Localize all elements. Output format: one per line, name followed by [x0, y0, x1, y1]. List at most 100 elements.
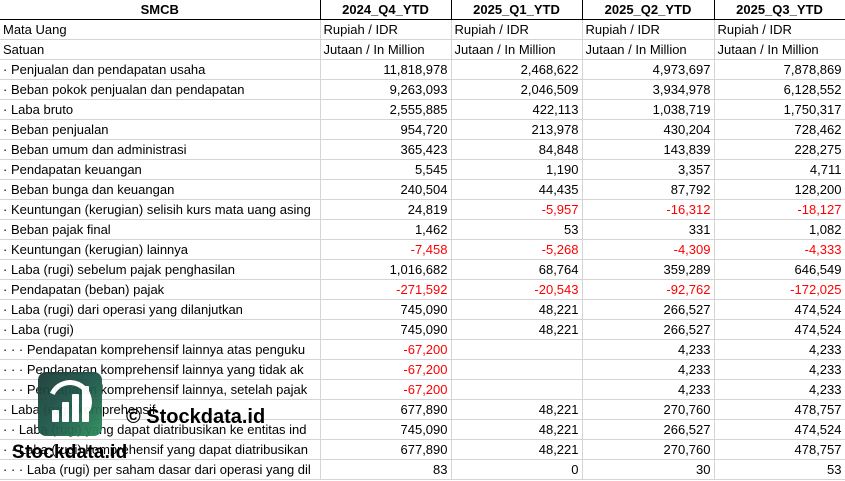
value-cell[interactable]: 53 [451, 219, 583, 240]
value-cell[interactable]: 478,757 [714, 399, 845, 420]
value-cell[interactable]: 2,046,509 [451, 79, 583, 100]
row-label-cell[interactable]: · Laba bruto [0, 99, 321, 120]
header-cell-period[interactable]: 2024_Q4_YTD [320, 0, 452, 20]
value-cell[interactable]: 1,190 [451, 159, 583, 180]
meta-value-cell[interactable]: Rupiah / IDR [320, 19, 452, 40]
value-cell[interactable]: -271,592 [320, 279, 452, 300]
value-cell[interactable]: 48,221 [451, 419, 583, 440]
value-cell[interactable] [451, 359, 583, 380]
value-cell[interactable]: 646,549 [714, 259, 845, 280]
value-cell[interactable]: 474,524 [714, 419, 845, 440]
value-cell[interactable]: 266,527 [582, 419, 715, 440]
row-label-cell[interactable]: · Beban umum dan administrasi [0, 139, 321, 160]
value-cell[interactable]: 331 [582, 219, 715, 240]
value-cell[interactable]: 745,090 [320, 419, 452, 440]
row-label-cell[interactable]: · Laba (rugi) [0, 319, 321, 340]
row-label-cell[interactable]: · Laba (rugi) dari operasi yang dilanjut… [0, 299, 321, 320]
value-cell[interactable]: 954,720 [320, 119, 452, 140]
value-cell[interactable]: -18,127 [714, 199, 845, 220]
header-cell-period[interactable]: 2025_Q2_YTD [582, 0, 715, 20]
value-cell[interactable]: -172,025 [714, 279, 845, 300]
meta-value-cell[interactable]: Jutaan / In Million [582, 39, 715, 60]
row-label-cell[interactable]: · Pendapatan (beban) pajak [0, 279, 321, 300]
value-cell[interactable]: -92,762 [582, 279, 715, 300]
value-cell[interactable]: 83 [320, 459, 452, 480]
value-cell[interactable]: -5,957 [451, 199, 583, 220]
row-label-cell[interactable]: Mata Uang [0, 19, 321, 40]
value-cell[interactable]: 474,524 [714, 299, 845, 320]
value-cell[interactable]: 4,973,697 [582, 59, 715, 80]
value-cell[interactable]: 1,462 [320, 219, 452, 240]
value-cell[interactable]: 2,468,622 [451, 59, 583, 80]
value-cell[interactable]: 4,233 [714, 379, 845, 400]
value-cell[interactable]: 3,934,978 [582, 79, 715, 100]
meta-value-cell[interactable]: Jutaan / In Million [320, 39, 452, 60]
value-cell[interactable]: 422,113 [451, 99, 583, 120]
row-label-cell[interactable]: · · · Laba (rugi) per saham dasar dari o… [0, 459, 321, 480]
row-label-cell[interactable]: · Beban bunga dan keuangan [0, 179, 321, 200]
value-cell[interactable] [451, 379, 583, 400]
meta-value-cell[interactable]: Rupiah / IDR [451, 19, 583, 40]
value-cell[interactable]: 745,090 [320, 319, 452, 340]
value-cell[interactable]: 1,082 [714, 219, 845, 240]
value-cell[interactable]: -7,458 [320, 239, 452, 260]
value-cell[interactable]: 745,090 [320, 299, 452, 320]
value-cell[interactable]: -16,312 [582, 199, 715, 220]
value-cell[interactable]: 44,435 [451, 179, 583, 200]
row-label-cell[interactable]: · · · Pendapatan komprehensif lainnya at… [0, 339, 321, 360]
value-cell[interactable]: 11,818,978 [320, 59, 452, 80]
value-cell[interactable]: 48,221 [451, 299, 583, 320]
value-cell[interactable]: 1,016,682 [320, 259, 452, 280]
value-cell[interactable]: 677,890 [320, 439, 452, 460]
value-cell[interactable]: 3,357 [582, 159, 715, 180]
value-cell[interactable]: 4,711 [714, 159, 845, 180]
value-cell[interactable]: 53 [714, 459, 845, 480]
value-cell[interactable]: 0 [451, 459, 583, 480]
row-label-cell[interactable]: · Beban pajak final [0, 219, 321, 240]
value-cell[interactable]: 143,839 [582, 139, 715, 160]
row-label-cell[interactable]: · Keuntungan (kerugian) lainnya [0, 239, 321, 260]
value-cell[interactable]: 359,289 [582, 259, 715, 280]
header-cell-period[interactable]: 2025_Q1_YTD [451, 0, 583, 20]
value-cell[interactable]: 478,757 [714, 439, 845, 460]
value-cell[interactable]: 84,848 [451, 139, 583, 160]
header-cell-name[interactable]: SMCB [0, 0, 321, 20]
value-cell[interactable]: -67,200 [320, 359, 452, 380]
value-cell[interactable]: 48,221 [451, 399, 583, 420]
value-cell[interactable]: 213,978 [451, 119, 583, 140]
value-cell[interactable]: 5,545 [320, 159, 452, 180]
row-label-cell[interactable]: Satuan [0, 39, 321, 60]
value-cell[interactable]: 430,204 [582, 119, 715, 140]
value-cell[interactable]: 4,233 [582, 339, 715, 360]
value-cell[interactable]: 68,764 [451, 259, 583, 280]
value-cell[interactable]: 4,233 [582, 359, 715, 380]
value-cell[interactable]: 87,792 [582, 179, 715, 200]
value-cell[interactable]: 7,878,869 [714, 59, 845, 80]
row-label-cell[interactable]: · Penjualan dan pendapatan usaha [0, 59, 321, 80]
value-cell[interactable] [451, 339, 583, 360]
value-cell[interactable]: 228,275 [714, 139, 845, 160]
value-cell[interactable]: -67,200 [320, 339, 452, 360]
row-label-cell[interactable]: · Beban penjualan [0, 119, 321, 140]
value-cell[interactable]: 4,233 [714, 339, 845, 360]
value-cell[interactable]: -67,200 [320, 379, 452, 400]
value-cell[interactable]: -5,268 [451, 239, 583, 260]
row-label-cell[interactable]: · · Laba (rugi) komprehensif yang dapat … [0, 439, 321, 460]
meta-value-cell[interactable]: Rupiah / IDR [582, 19, 715, 40]
row-label-cell[interactable]: · Beban pokok penjualan dan pendapatan [0, 79, 321, 100]
value-cell[interactable]: 270,760 [582, 439, 715, 460]
header-cell-period[interactable]: 2025_Q3_YTD [714, 0, 845, 20]
meta-value-cell[interactable]: Jutaan / In Million [714, 39, 845, 60]
value-cell[interactable]: 677,890 [320, 399, 452, 420]
value-cell[interactable]: 30 [582, 459, 715, 480]
value-cell[interactable]: -20,543 [451, 279, 583, 300]
value-cell[interactable]: 4,233 [582, 379, 715, 400]
value-cell[interactable]: 365,423 [320, 139, 452, 160]
value-cell[interactable]: 474,524 [714, 319, 845, 340]
row-label-cell[interactable]: · Keuntungan (kerugian) selisih kurs mat… [0, 199, 321, 220]
value-cell[interactable]: -4,333 [714, 239, 845, 260]
value-cell[interactable]: 266,527 [582, 319, 715, 340]
value-cell[interactable]: 4,233 [714, 359, 845, 380]
value-cell[interactable]: 2,555,885 [320, 99, 452, 120]
value-cell[interactable]: 24,819 [320, 199, 452, 220]
